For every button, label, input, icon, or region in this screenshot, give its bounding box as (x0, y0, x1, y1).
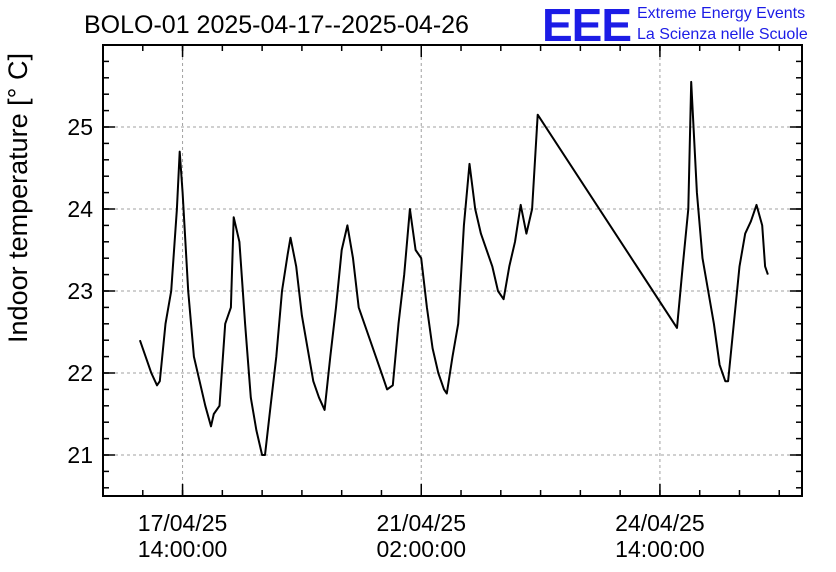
gridlines (103, 45, 802, 496)
x-tick-label-time: 02:00:00 (376, 536, 466, 562)
series-line-0 (138, 80, 769, 456)
logo-line-1: Extreme Energy Events (637, 5, 805, 22)
logo-line-2: La Scienza nelle Scuole (637, 26, 808, 43)
eee-logo: EEE Extreme Energy Events La Scienza nel… (542, 0, 808, 51)
chart-title: BOLO-01 2025-04-17--2025-04-26 (84, 11, 469, 39)
series-layer (138, 80, 769, 456)
tick-labels: 212223242517/04/2514:00:0021/04/2502:00:… (67, 114, 704, 562)
logo-letters: EEE (542, 0, 631, 51)
y-tick-label: 22 (67, 360, 93, 386)
x-tick-label-time: 14:00:00 (138, 536, 228, 562)
axis-ticks (102, 44, 802, 496)
x-tick-label-date: 21/04/25 (376, 510, 466, 536)
y-tick-label: 21 (67, 442, 93, 468)
y-tick-label: 25 (67, 114, 93, 140)
x-tick-label-date: 24/04/25 (615, 510, 705, 536)
y-tick-label: 23 (67, 278, 93, 304)
y-tick-label: 24 (67, 196, 93, 222)
x-tick-label-time: 14:00:00 (615, 536, 705, 562)
plot-frame (102, 44, 803, 497)
y-axis-label: Indoor temperature [° C] (3, 53, 33, 343)
x-tick-label-date: 17/04/25 (138, 510, 228, 536)
